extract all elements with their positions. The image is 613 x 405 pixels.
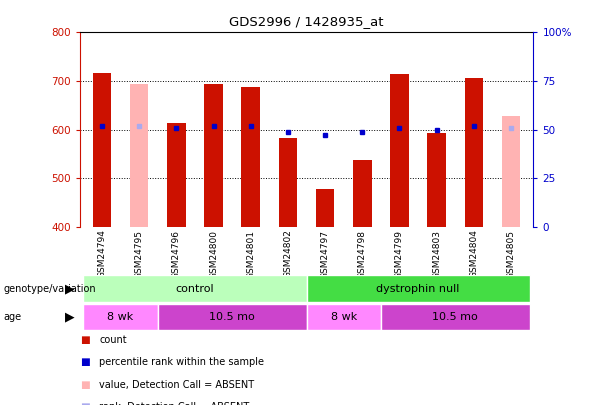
Bar <box>167 123 186 227</box>
Text: control: control <box>176 284 215 294</box>
Text: 8 wk: 8 wk <box>330 312 357 322</box>
Text: ■: ■ <box>80 402 89 405</box>
Text: value, Detection Call = ABSENT: value, Detection Call = ABSENT <box>99 380 254 390</box>
Text: ▶: ▶ <box>65 282 75 295</box>
Bar <box>390 74 409 227</box>
Bar <box>130 84 148 227</box>
Bar <box>158 304 306 330</box>
Text: 10.5 mo: 10.5 mo <box>432 312 478 322</box>
Bar <box>306 304 381 330</box>
Bar <box>306 275 530 302</box>
Text: 10.5 mo: 10.5 mo <box>209 312 255 322</box>
Bar <box>93 73 112 227</box>
Title: GDS2996 / 1428935_at: GDS2996 / 1428935_at <box>229 15 384 28</box>
Bar <box>83 275 306 302</box>
Bar <box>204 84 223 227</box>
Text: ■: ■ <box>80 358 89 367</box>
Bar <box>316 190 334 227</box>
Bar <box>427 134 446 227</box>
Text: genotype/variation: genotype/variation <box>3 284 96 294</box>
Bar <box>501 116 520 227</box>
Text: 8 wk: 8 wk <box>107 312 134 322</box>
Text: dystrophin null: dystrophin null <box>376 284 460 294</box>
Bar <box>279 139 297 227</box>
Text: rank, Detection Call = ABSENT: rank, Detection Call = ABSENT <box>99 402 249 405</box>
Bar <box>465 78 483 227</box>
Bar <box>242 87 260 227</box>
Text: count: count <box>99 335 127 345</box>
Bar <box>83 304 158 330</box>
Bar <box>381 304 530 330</box>
Text: ■: ■ <box>80 380 89 390</box>
Text: ▶: ▶ <box>65 310 75 324</box>
Text: age: age <box>3 312 21 322</box>
Text: ■: ■ <box>80 335 89 345</box>
Text: percentile rank within the sample: percentile rank within the sample <box>99 358 264 367</box>
Bar <box>353 160 371 227</box>
